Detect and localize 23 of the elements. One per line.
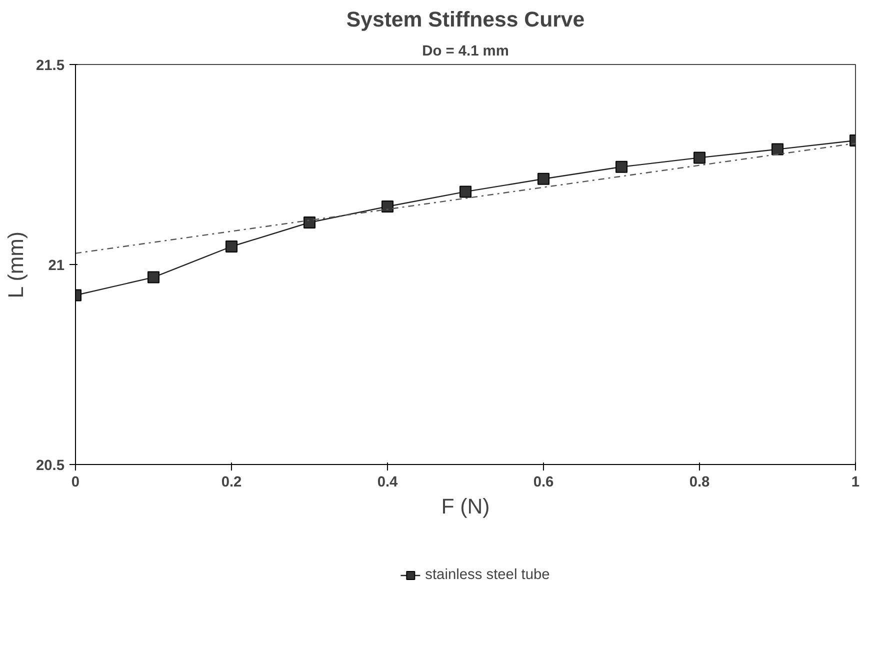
x-tick-label: 1 (851, 474, 860, 490)
point (148, 271, 160, 284)
point (460, 186, 472, 198)
point (694, 152, 706, 164)
point (538, 172, 550, 185)
y-tick-label: 20.5 (36, 458, 65, 474)
x-tick-label: 0 (71, 474, 80, 490)
point (226, 240, 238, 252)
point (382, 200, 394, 212)
chart-title: System Stiffness Curve (346, 8, 585, 32)
y-tick-label: 21.5 (36, 58, 65, 74)
point (304, 216, 316, 228)
point (616, 160, 628, 173)
chart-subtitle: Do = 4.1 mm (422, 44, 509, 60)
x-tick-label: 0.8 (689, 474, 710, 490)
y-tick-label: 21 (48, 258, 65, 274)
y-axis-title: L (mm) (4, 232, 28, 298)
x-tick-label: 0.4 (377, 474, 399, 490)
x-tick-label: 0.2 (221, 474, 242, 490)
point (772, 143, 784, 156)
x-axis-title: F (N) (441, 494, 490, 518)
x-tick-label: 0.6 (533, 474, 554, 490)
legend-label: stainless steel tube (425, 567, 550, 584)
